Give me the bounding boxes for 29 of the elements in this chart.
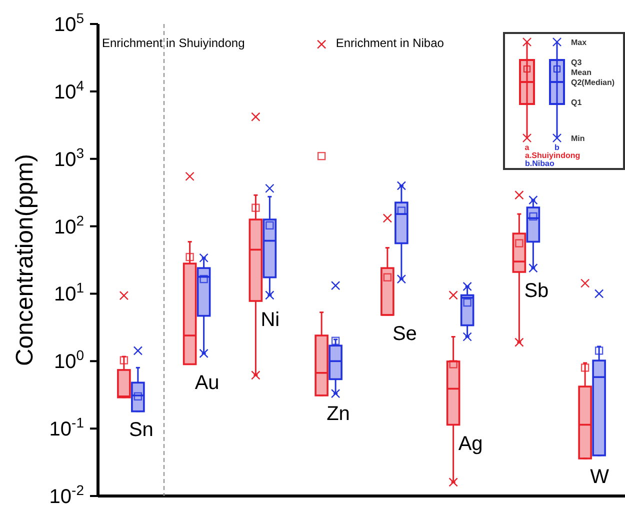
annotation: Sn [128, 419, 154, 442]
annotation: Sb [524, 280, 549, 303]
annotation: Ag [458, 432, 483, 456]
annotation: Ni [260, 308, 280, 332]
annotation: Q2(Median) [571, 78, 615, 87]
y-tick-label: 10$^{-1}$ [49, 414, 84, 441]
legend-label: a.Shuiyindong [525, 151, 580, 160]
y-tick-label: 10$^{5}$ [54, 10, 84, 36]
y-tick-label: 10$^{2}$ [54, 212, 84, 238]
text: b.Nibao [525, 159, 554, 168]
annotation: Q3 [571, 58, 582, 67]
annotation: Enrichment in Nibao [336, 36, 444, 50]
y-tick-label: 10$^{-2}$ [49, 482, 84, 508]
annotation: Enrichment in Shuiyindong [102, 36, 245, 50]
annotation: a [524, 143, 530, 152]
annotation: Au [194, 372, 220, 396]
y-tick-label: 10$^{1}$ [54, 280, 84, 306]
y-tick-label: 10$^{3}$ [54, 144, 84, 171]
annotation: Se [392, 322, 417, 346]
y-axis-title: Concentration(ppm) [12, 154, 39, 366]
annotation: Q1 [571, 98, 582, 107]
annotation: W [590, 466, 609, 490]
annotation: Min [571, 134, 585, 143]
annotation: Max [571, 38, 588, 47]
y-tick-label: 10$^{0}$ [54, 347, 84, 374]
annotation: Mean [571, 68, 592, 77]
annotation: Zn [326, 403, 350, 426]
annotation: b [554, 143, 560, 152]
y-tick-label: 10$^{4}$ [54, 77, 84, 104]
